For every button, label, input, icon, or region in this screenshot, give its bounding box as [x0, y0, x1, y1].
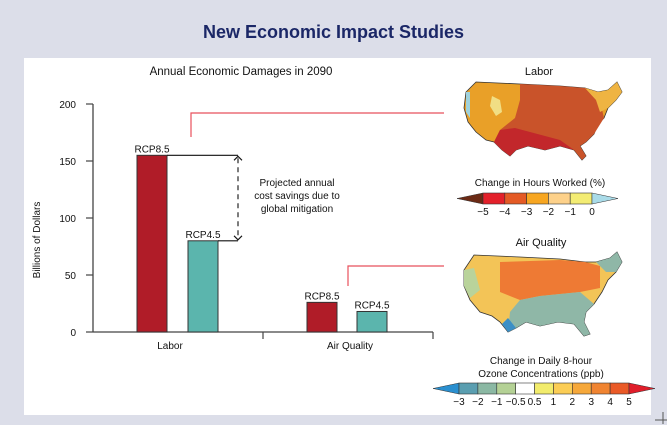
- air-quality-legend-right-arrow: [628, 382, 656, 395]
- labor-legend: −5 −4 −3 −2 −1 0: [456, 192, 619, 218]
- labor-legend-tick-label: −5: [477, 207, 489, 218]
- labor-legend-left-arrow: [456, 192, 484, 205]
- air-quality-legend-tick-label: 0.5: [528, 397, 542, 408]
- bar-rcp4-5-labor: [187, 240, 219, 333]
- labor-legend-swatch: [504, 192, 527, 205]
- y-tick-label: 50: [65, 271, 77, 282]
- air-quality-legend-tick-label: 3: [588, 397, 594, 408]
- labor-legend-swatch: [548, 192, 571, 205]
- air-quality-legend-tick-label: 2: [570, 397, 576, 408]
- labor-legend-title: Change in Hours Worked (%): [475, 178, 605, 189]
- labor-legend-swatch: [482, 192, 506, 205]
- y-tick-label: 150: [59, 157, 76, 168]
- y-axis-label: Billions of Dollars: [32, 202, 43, 279]
- savings-annotation-line: cost savings due to: [254, 191, 340, 202]
- bar-rcp4-5-air-quality: [356, 310, 388, 333]
- chart-title: Annual Economic Damages in 2090: [150, 66, 333, 78]
- air-quality-legend-tick-label: −3: [453, 397, 465, 408]
- savings-annotation-line: Projected annual: [259, 178, 334, 189]
- bar-label: RCP8.5: [304, 291, 339, 302]
- air-quality-legend-tick-label: −1: [491, 397, 503, 408]
- air-quality-legend-left-arrow: [432, 382, 460, 395]
- labor-legend-tick-label: −4: [499, 207, 511, 218]
- air-quality-legend-swatch: [534, 382, 554, 395]
- savings-annotation-line: global mitigation: [261, 204, 333, 215]
- air-quality-legend-swatch: [458, 382, 479, 395]
- air-quality-legend-swatch: [496, 382, 516, 395]
- air-quality-legend-swatch: [477, 382, 498, 395]
- labor-map: [463, 81, 623, 161]
- labor-map-title: Labor: [525, 66, 553, 78]
- air-quality-legend-tick-label: 1: [551, 397, 557, 408]
- labor-legend-tick-label: −1: [564, 207, 576, 218]
- air-quality-legend-swatch: [572, 382, 592, 395]
- savings-annotation: Projected annual cost savings due to globa…: [167, 154, 340, 242]
- air-quality-legend-swatch: [590, 382, 611, 395]
- air-quality-legend-tick-label: 4: [607, 397, 613, 408]
- air-quality-legend-title-2: Ozone Concentrations (ppb): [478, 369, 604, 380]
- bars: RCP8.5 RCP4.5 RCP8.5 RCP4.5: [134, 144, 390, 333]
- air-quality-legend-tick-label: −2: [472, 397, 484, 408]
- air-quality-map-title: Air Quality: [516, 237, 567, 249]
- x-tick-label: Labor: [157, 341, 183, 352]
- y-tick-label: 0: [70, 328, 76, 339]
- x-tick-label: Air Quality: [327, 341, 373, 352]
- labor-legend-swatch: [526, 192, 549, 205]
- arrow-down-icon: [233, 235, 243, 241]
- page-title: New Economic Impact Studies: [202, 22, 465, 42]
- labor-legend-tick-label: −2: [543, 207, 555, 218]
- air-quality-legend-swatch: [553, 382, 573, 395]
- bar-rcp8-5-air-quality: [306, 301, 338, 333]
- air-quality-legend-tick-label: 5: [626, 397, 632, 408]
- air-quality-connector: [347, 265, 444, 286]
- bar-label: RCP4.5: [185, 230, 220, 241]
- air-quality-legend-title-1: Change in Daily 8-hour: [490, 356, 593, 367]
- cursor-crosshair-icon: [655, 412, 667, 424]
- bar-label: RCP8.5: [134, 144, 169, 155]
- y-tick-label: 200: [59, 100, 76, 111]
- connectors: [190, 112, 444, 286]
- labor-legend-right-arrow: [591, 192, 619, 205]
- bar-label: RCP4.5: [354, 300, 389, 311]
- air-quality-map: [463, 251, 623, 337]
- arrow-up-icon: [233, 155, 243, 161]
- labor-connector: [190, 112, 444, 137]
- bar-rcp8-5-labor: [136, 154, 168, 333]
- y-tick-label: 100: [59, 214, 76, 225]
- labor-legend-tick-label: 0: [589, 207, 595, 218]
- labor-legend-tick-label: −3: [521, 207, 533, 218]
- air-quality-legend-swatch: [609, 382, 630, 395]
- air-quality-legend: −3 −2 −1 −0.5 0.5 1 2 3 4 5: [432, 382, 656, 408]
- air-quality-legend-swatch: [515, 382, 535, 395]
- labor-legend-swatch: [569, 192, 593, 205]
- air-quality-legend-tick-label: −0.5: [506, 397, 526, 408]
